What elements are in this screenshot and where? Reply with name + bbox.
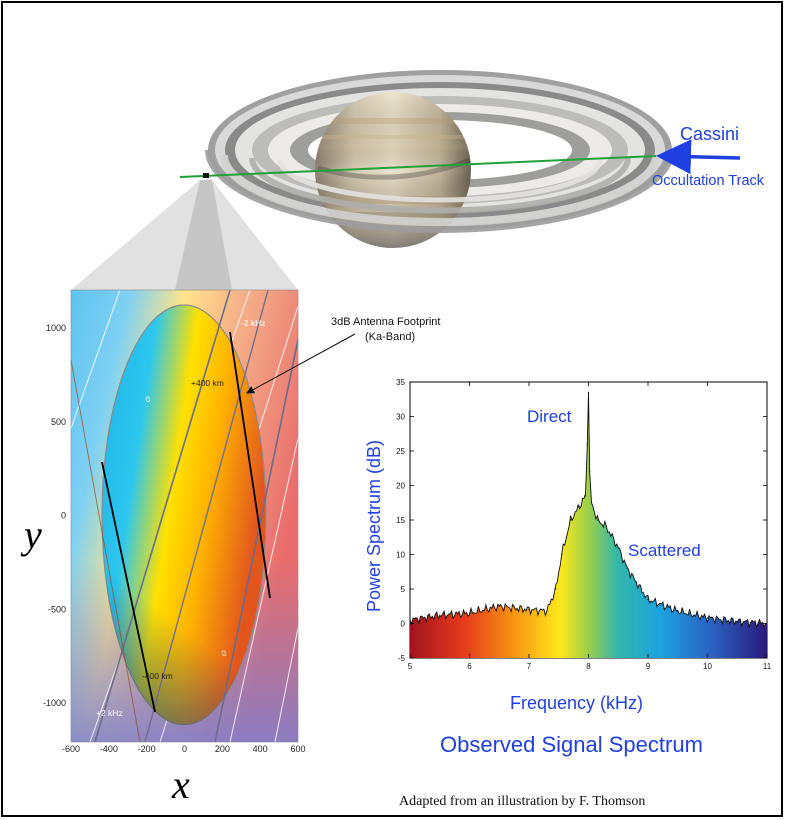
spectrum-y-tick-label: 5 [401,585,406,594]
footprint-y-tick-label: 0 [61,511,66,521]
label-plus2khz: +2 kHz [96,708,123,718]
saturn-illustration [179,70,675,248]
spectrum-y-label: Power Spectrum (dB) [364,440,384,612]
footprint-x-tick-label: 400 [253,744,268,754]
credit-text: Adapted from an illustration by F. Thoms… [399,794,645,809]
footprint-y-ticks: 1000 500 0 -500 -1000 [43,323,66,708]
spectrum-y-ticks: 35 30 25 20 15 10 5 0 -5 [396,378,767,663]
footprint-x-ticks: -600 -400 -200 0 200 400 600 [62,744,306,754]
footprint-x-axis-label: x [171,762,190,807]
footprint-y-tick-label: 500 [51,417,66,427]
spectrum-x-ticks: 5 6 7 8 9 10 11 [408,382,772,671]
spectrum-y-tick-label: 10 [396,551,405,560]
contour-zero-lower: 0 [220,648,228,658]
spectrum-y-tick-label: 15 [396,516,405,525]
footprint-annotation: 3dB Antenna Footprint (Ka-Band) [246,316,440,394]
cassini-label: Cassini [680,124,739,144]
zoom-projection [71,180,298,290]
spectrum-data-point [546,610,548,612]
footprint-y-axis-label: y [20,512,42,557]
spectrum-x-tick-label: 11 [763,662,772,671]
footprint-y-tick-label: -500 [48,604,66,614]
spectrum-data-point [561,553,563,556]
spectrum-x-label: Frequency (kHz) [510,693,643,713]
footprint-y-tick-label: 1000 [46,323,66,333]
spectrum-y-tick-label: 0 [401,620,406,629]
spectrum-data-point [706,617,709,619]
spectrum-data-point [409,619,411,621]
annotation-line1: 3dB Antenna Footprint [331,316,440,328]
range-contours [94,290,298,742]
spectrum-data-point [647,598,649,600]
iso-range-plus400 [229,331,271,599]
label-minus2khz: -2 kHz [241,318,266,328]
spectrum-x-tick-label: 8 [586,662,591,671]
spectrum-data-point [677,610,679,612]
spectrum-data-point [587,391,590,393]
occultation-track-line [179,155,657,178]
annotation-line2: (Ka-Band) [365,331,415,343]
spectrum-data-point [589,471,591,473]
spectrum-y-tick-label: 20 [396,482,405,491]
footprint-x-tick-label: 600 [290,744,305,754]
spectrum-data-point [617,547,619,549]
spectrum-y-tick-label: 25 [396,447,405,456]
cassini-arrow [656,139,741,175]
spectrum-data-point [555,588,557,590]
spectrum-data-point [736,620,738,623]
annotation-pointer [246,333,356,394]
spectrum-data-point [605,526,607,528]
spectrum-x-tick-label: 9 [646,662,651,671]
cassini-annotation: Cassini Occultation Track [652,124,765,189]
label-minus400km: -400 km [142,671,173,681]
spectrum-fill [409,391,768,658]
spectrum-data-point [570,519,572,521]
spectrum-data-point [528,609,530,611]
spectrum-data-point [590,502,593,504]
footprint-x-tick-label: 0 [182,744,187,754]
footprint-x-tick-label: -200 [138,744,156,754]
spectrum-data-point [586,443,588,445]
spectrum-title: Observed Signal Spectrum [440,732,703,757]
footprint-x-tick-label: -400 [100,744,118,754]
spectrum-data-point [596,519,599,521]
spectrum-x-tick-label: 10 [703,662,712,671]
antenna-footprint-map: +400 km -400 km -2 kHz +2 kHz 0 0 1000 50… [20,289,306,807]
footprint-x-tick-label: 200 [215,744,230,754]
spectrum-data-point [578,505,581,507]
label-plus400km: +400 km [191,378,224,388]
saturn-rings-front [205,149,675,233]
spectrum-data-point [468,612,471,614]
label-scattered: Scattered [628,541,701,560]
spectrum-chart: 35 30 25 20 15 10 5 0 -5 5 6 7 8 9 10 11 Direct Scatte… [364,378,772,757]
spectrum-y-tick-label: 35 [396,378,405,387]
spectrum-data-point [439,614,441,616]
spectrum-data-point [626,567,628,569]
spectrum-y-tick-label: 30 [396,413,405,422]
label-direct: Direct [527,407,572,426]
spectrum-x-tick-label: 7 [527,662,532,671]
spectrum-x-tick-label: 5 [408,662,413,671]
spectrum-data-point [635,581,637,583]
footprint-y-tick-label: -1000 [43,698,66,708]
occultation-track-label: Occultation Track [652,173,765,189]
spectrum-area [410,392,767,658]
track-sample-marker [203,173,209,178]
iso-range-minus400 [101,461,156,713]
spectrum-y-tick-label: -5 [398,654,406,663]
spectrum-data-point [584,495,587,497]
spectrum-x-tick-label: 6 [467,662,472,671]
spectrum-data-point [498,605,500,607]
footprint-x-tick-label: -600 [62,744,80,754]
contour-zero-upper: 0 [144,394,152,404]
